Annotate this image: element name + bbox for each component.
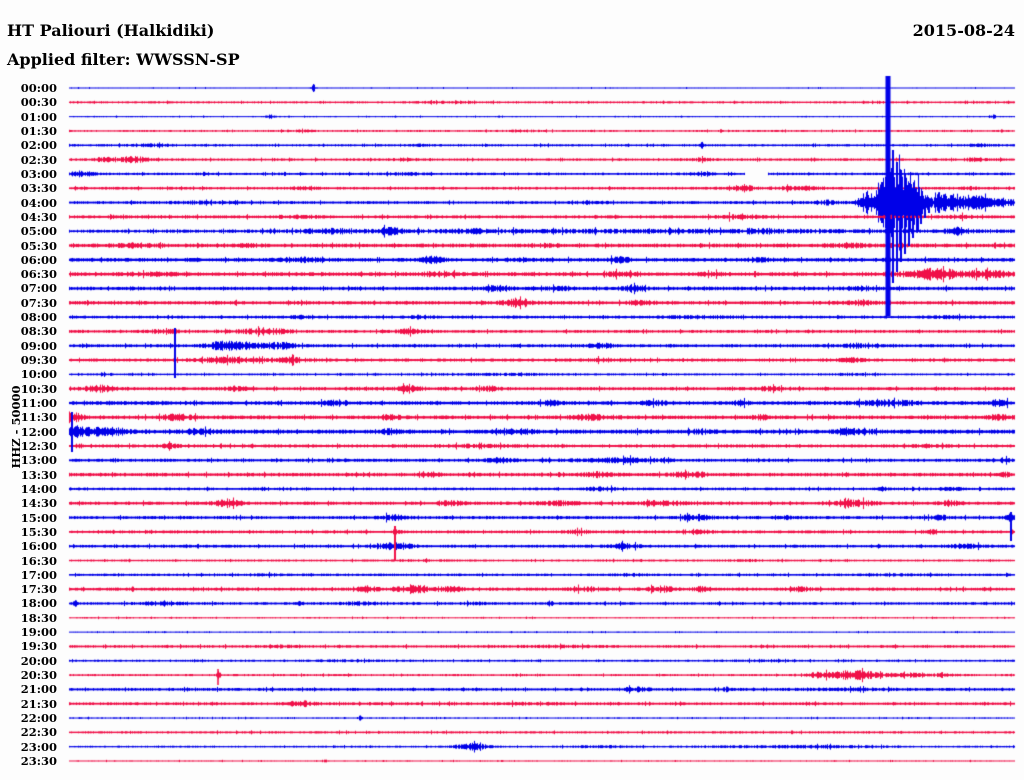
time-label-08:30: 08:30 — [20, 324, 57, 339]
time-label-10:30: 10:30 — [20, 381, 57, 396]
time-label-12:00: 12:00 — [20, 424, 57, 439]
time-label-03:30: 03:30 — [20, 181, 57, 196]
time-label-13:30: 13:30 — [20, 467, 57, 482]
time-label-12:30: 12:30 — [20, 438, 57, 453]
time-label-09:30: 09:30 — [20, 353, 57, 368]
time-label-11:30: 11:30 — [20, 410, 57, 425]
time-label-09:00: 09:00 — [20, 338, 57, 353]
time-label-06:30: 06:30 — [20, 267, 57, 282]
time-label-19:30: 19:30 — [20, 639, 57, 654]
time-label-05:00: 05:00 — [20, 224, 57, 239]
time-label-04:30: 04:30 — [20, 209, 57, 224]
date-label: 2015-08-24 — [912, 21, 1015, 40]
time-label-17:00: 17:00 — [20, 567, 57, 582]
time-label-21:00: 21:00 — [20, 682, 57, 697]
time-label-15:00: 15:00 — [20, 510, 57, 525]
time-label-04:00: 04:00 — [20, 195, 57, 210]
time-label-13:00: 13:00 — [20, 453, 57, 468]
time-label-03:00: 03:00 — [20, 166, 57, 181]
time-label-11:00: 11:00 — [20, 396, 57, 411]
time-label-15:30: 15:30 — [20, 524, 57, 539]
time-label-20:00: 20:00 — [20, 653, 57, 668]
time-label-20:30: 20:30 — [20, 668, 57, 683]
time-label-17:30: 17:30 — [20, 582, 57, 597]
time-label-23:30: 23:30 — [20, 753, 57, 768]
time-label-00:00: 00:00 — [20, 81, 57, 95]
time-label-07:30: 07:30 — [20, 295, 57, 310]
time-label-02:30: 02:30 — [20, 152, 57, 167]
time-label-18:30: 18:30 — [20, 610, 57, 625]
filter-label: Applied filter: WWSSN-SP — [7, 50, 240, 69]
time-label-02:00: 02:00 — [20, 138, 57, 153]
time-label-22:00: 22:00 — [20, 711, 57, 726]
time-label-14:00: 14:00 — [20, 481, 57, 496]
time-label-00:30: 00:30 — [20, 95, 57, 110]
time-label-01:30: 01:30 — [20, 123, 57, 138]
time-label-14:30: 14:30 — [20, 496, 57, 511]
time-label-18:00: 18:00 — [20, 596, 57, 611]
time-label-23:00: 23:00 — [20, 739, 57, 754]
time-label-01:00: 01:00 — [20, 109, 57, 124]
time-label-19:00: 19:00 — [20, 625, 57, 640]
station-title: HT Paliouri (Halkidiki) — [7, 21, 215, 40]
time-label-16:30: 16:30 — [20, 553, 57, 568]
time-label-08:00: 08:00 — [20, 310, 57, 325]
time-label-10:00: 10:00 — [20, 367, 57, 382]
time-label-22:30: 22:30 — [20, 725, 57, 740]
time-label-05:30: 05:30 — [20, 238, 57, 253]
time-label-06:00: 06:00 — [20, 252, 57, 267]
time-label-21:30: 21:30 — [20, 696, 57, 711]
time-label-16:00: 16:00 — [20, 539, 57, 554]
time-label-07:00: 07:00 — [20, 281, 57, 296]
